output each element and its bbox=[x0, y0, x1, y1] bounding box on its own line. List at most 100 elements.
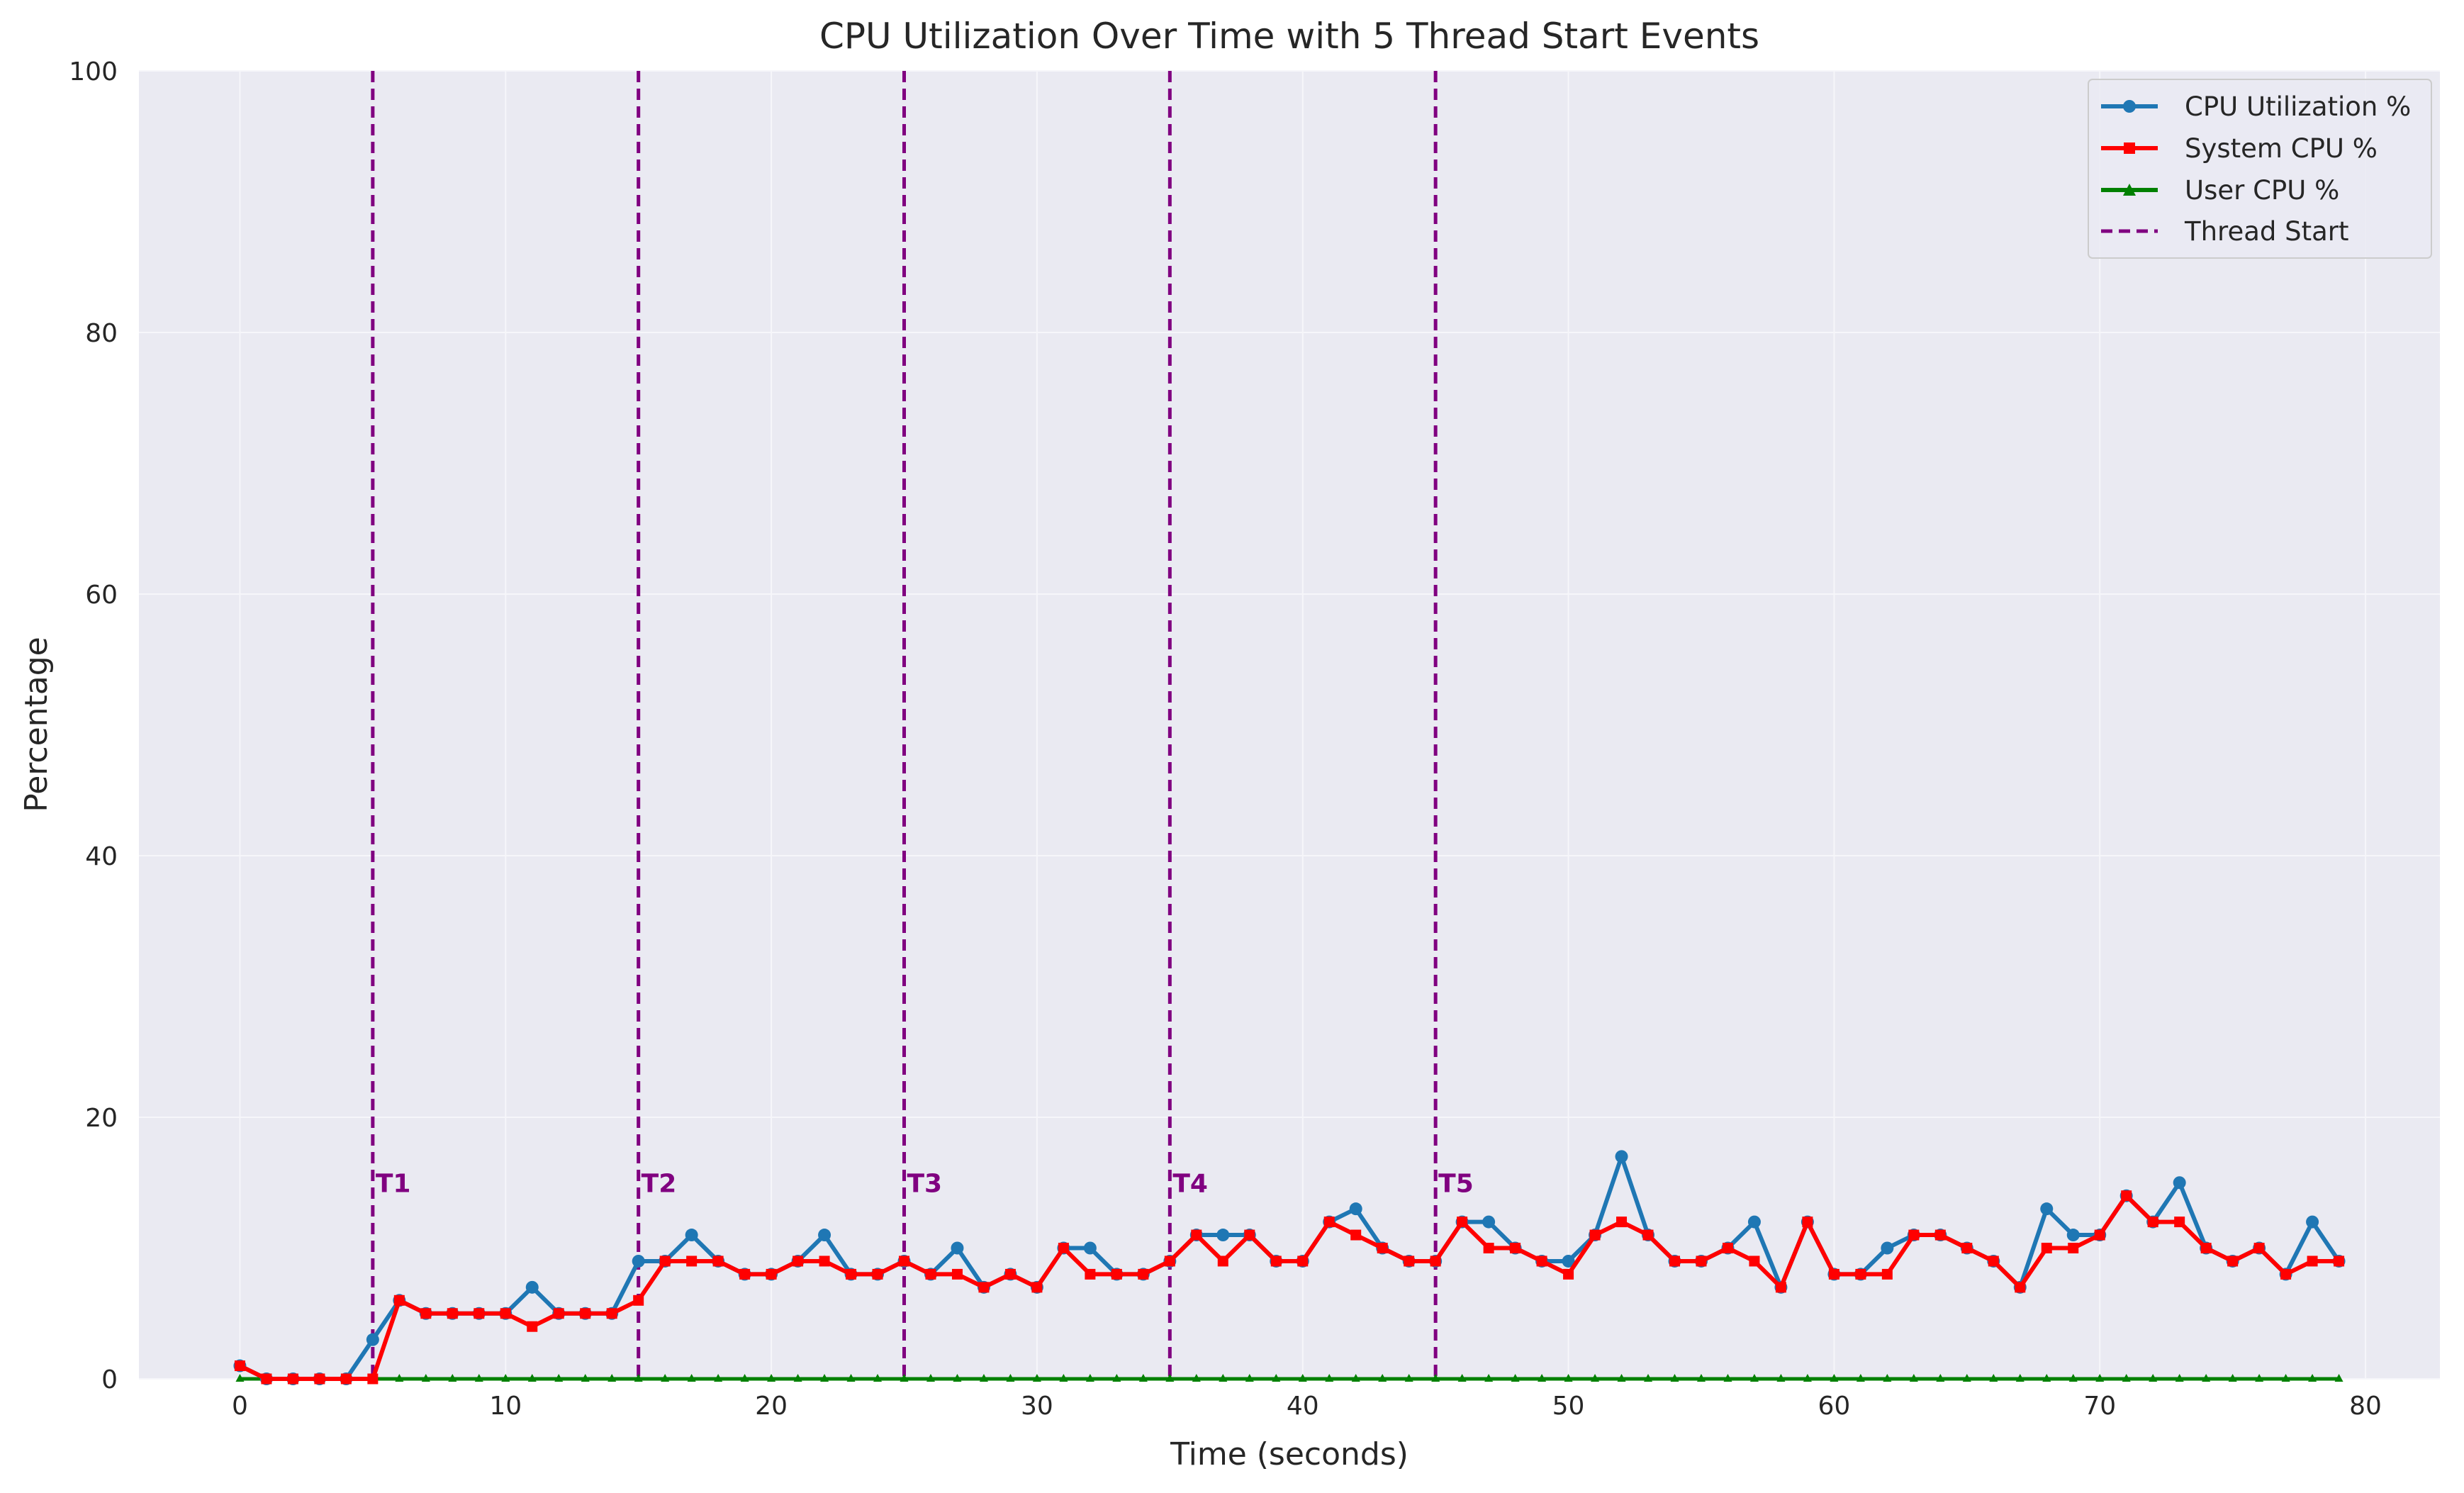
system-cpu-point bbox=[314, 1373, 325, 1385]
user-cpu-point bbox=[1457, 1374, 1467, 1382]
user-cpu-point bbox=[1511, 1374, 1520, 1382]
user-cpu-point bbox=[1484, 1374, 1494, 1382]
system-cpu-point bbox=[2121, 1190, 2132, 1202]
system-cpu-point bbox=[1510, 1243, 1521, 1253]
user-cpu-point bbox=[2122, 1374, 2131, 1382]
user-cpu-point bbox=[1989, 1374, 1998, 1382]
system-cpu-point bbox=[2147, 1217, 2158, 1228]
system-cpu-point bbox=[1934, 1229, 1946, 1241]
system-cpu-point bbox=[1669, 1256, 1680, 1267]
thread-start-label: T1 bbox=[376, 1169, 411, 1198]
system-cpu-point bbox=[393, 1295, 405, 1306]
x-tick-label: 40 bbox=[1287, 1392, 1319, 1421]
system-cpu-point bbox=[2068, 1243, 2079, 1253]
system-cpu-point bbox=[712, 1256, 724, 1267]
user-cpu-point bbox=[1723, 1374, 1732, 1382]
thread-start-label: T3 bbox=[907, 1169, 943, 1198]
system-cpu-point bbox=[580, 1308, 591, 1319]
user-cpu-point bbox=[395, 1374, 404, 1382]
system-cpu-point bbox=[447, 1308, 458, 1319]
system-cpu-point bbox=[1855, 1268, 1866, 1280]
legend-label-user: User CPU % bbox=[2185, 175, 2339, 206]
user-cpu-point bbox=[767, 1374, 776, 1382]
cpu-utilization-point bbox=[2306, 1215, 2319, 1229]
legend: CPU Utilization % System CPU % User CPU … bbox=[2088, 79, 2432, 259]
y-tick-label: 0 bbox=[101, 1365, 118, 1394]
user-cpu-point bbox=[687, 1374, 696, 1382]
system-cpu-point bbox=[2227, 1256, 2239, 1267]
cpu-utilization-point bbox=[1615, 1150, 1628, 1163]
cpu-utilization-point bbox=[2040, 1202, 2054, 1216]
plot-background bbox=[139, 71, 2440, 1379]
x-axis-title: Time (seconds) bbox=[1170, 1436, 1409, 1472]
y-tick-label: 20 bbox=[85, 1104, 118, 1133]
system-cpu-point bbox=[2307, 1256, 2318, 1267]
user-cpu-point bbox=[1272, 1374, 1281, 1382]
system-cpu-point bbox=[978, 1282, 990, 1293]
user-cpu-point bbox=[793, 1374, 802, 1382]
user-cpu-point bbox=[235, 1374, 245, 1382]
system-cpu-point bbox=[925, 1268, 936, 1280]
system-cpu-point bbox=[500, 1308, 511, 1319]
x-tick-label: 0 bbox=[232, 1392, 248, 1421]
system-cpu-point bbox=[1404, 1256, 1415, 1267]
x-tick-label: 50 bbox=[1552, 1392, 1585, 1421]
user-cpu-point bbox=[1298, 1374, 1307, 1382]
user-cpu-point bbox=[527, 1374, 537, 1382]
user-cpu-point bbox=[1192, 1374, 1201, 1382]
cpu-utilization-point bbox=[2066, 1229, 2080, 1242]
system-cpu-point bbox=[819, 1256, 830, 1267]
user-cpu-point bbox=[1032, 1374, 1041, 1382]
legend-label-thread-start: Thread Start bbox=[2184, 216, 2349, 247]
user-cpu-point bbox=[1803, 1374, 1812, 1382]
user-cpu-point bbox=[1245, 1374, 1254, 1382]
system-cpu-point bbox=[793, 1256, 804, 1267]
system-cpu-point bbox=[1350, 1229, 1362, 1241]
user-cpu-point bbox=[2255, 1374, 2264, 1382]
legend-marker-user bbox=[2123, 184, 2136, 196]
user-cpu-point bbox=[1670, 1374, 1679, 1382]
user-cpu-point bbox=[1219, 1374, 1228, 1382]
system-cpu-point bbox=[2334, 1256, 2345, 1267]
user-cpu-point bbox=[1351, 1374, 1360, 1382]
cpu-utilization-point bbox=[1216, 1229, 1230, 1242]
system-cpu-point bbox=[1908, 1229, 1920, 1241]
system-cpu-point bbox=[739, 1268, 751, 1280]
user-cpu-point bbox=[1404, 1374, 1413, 1382]
system-cpu-point bbox=[1004, 1268, 1016, 1280]
system-cpu-point bbox=[633, 1295, 644, 1306]
y-tick-label: 80 bbox=[85, 319, 118, 348]
x-tick-label: 70 bbox=[2083, 1392, 2116, 1421]
system-cpu-series bbox=[234, 1190, 2345, 1385]
system-cpu-point bbox=[527, 1321, 538, 1332]
legend-box bbox=[2088, 79, 2432, 259]
x-tick-label: 10 bbox=[489, 1392, 522, 1421]
system-cpu-point bbox=[2253, 1243, 2265, 1253]
system-cpu-point bbox=[1270, 1256, 1282, 1267]
thread-start-events: T1 T2 T3 T4 T5 bbox=[371, 71, 1474, 1379]
y-tick-label: 100 bbox=[69, 57, 118, 86]
system-cpu-point bbox=[2094, 1229, 2105, 1241]
user-cpu-point bbox=[979, 1374, 988, 1382]
user-cpu-point bbox=[953, 1374, 962, 1382]
user-cpu-point bbox=[714, 1374, 723, 1382]
system-cpu-point bbox=[1164, 1256, 1175, 1267]
system-cpu-point bbox=[1430, 1256, 1441, 1267]
system-cpu-point bbox=[2041, 1243, 2052, 1253]
system-cpu-point bbox=[606, 1308, 617, 1319]
user-cpu-point bbox=[2334, 1374, 2343, 1382]
system-cpu-point bbox=[2280, 1268, 2292, 1280]
user-cpu-point bbox=[926, 1374, 935, 1382]
user-cpu-point bbox=[1431, 1374, 1440, 1382]
user-cpu-point bbox=[1776, 1374, 1786, 1382]
cpu-utilization-point bbox=[1562, 1254, 1575, 1268]
system-cpu-point bbox=[766, 1268, 777, 1280]
system-cpu-point bbox=[1377, 1243, 1388, 1253]
legend-label-cpu: CPU Utilization % bbox=[2185, 91, 2411, 122]
x-tick-label: 20 bbox=[755, 1392, 788, 1421]
cpu-utilization-point bbox=[1881, 1241, 1894, 1255]
user-cpu-point bbox=[1085, 1374, 1094, 1382]
system-cpu-point bbox=[420, 1308, 432, 1319]
user-cpu-point bbox=[2015, 1374, 2025, 1382]
